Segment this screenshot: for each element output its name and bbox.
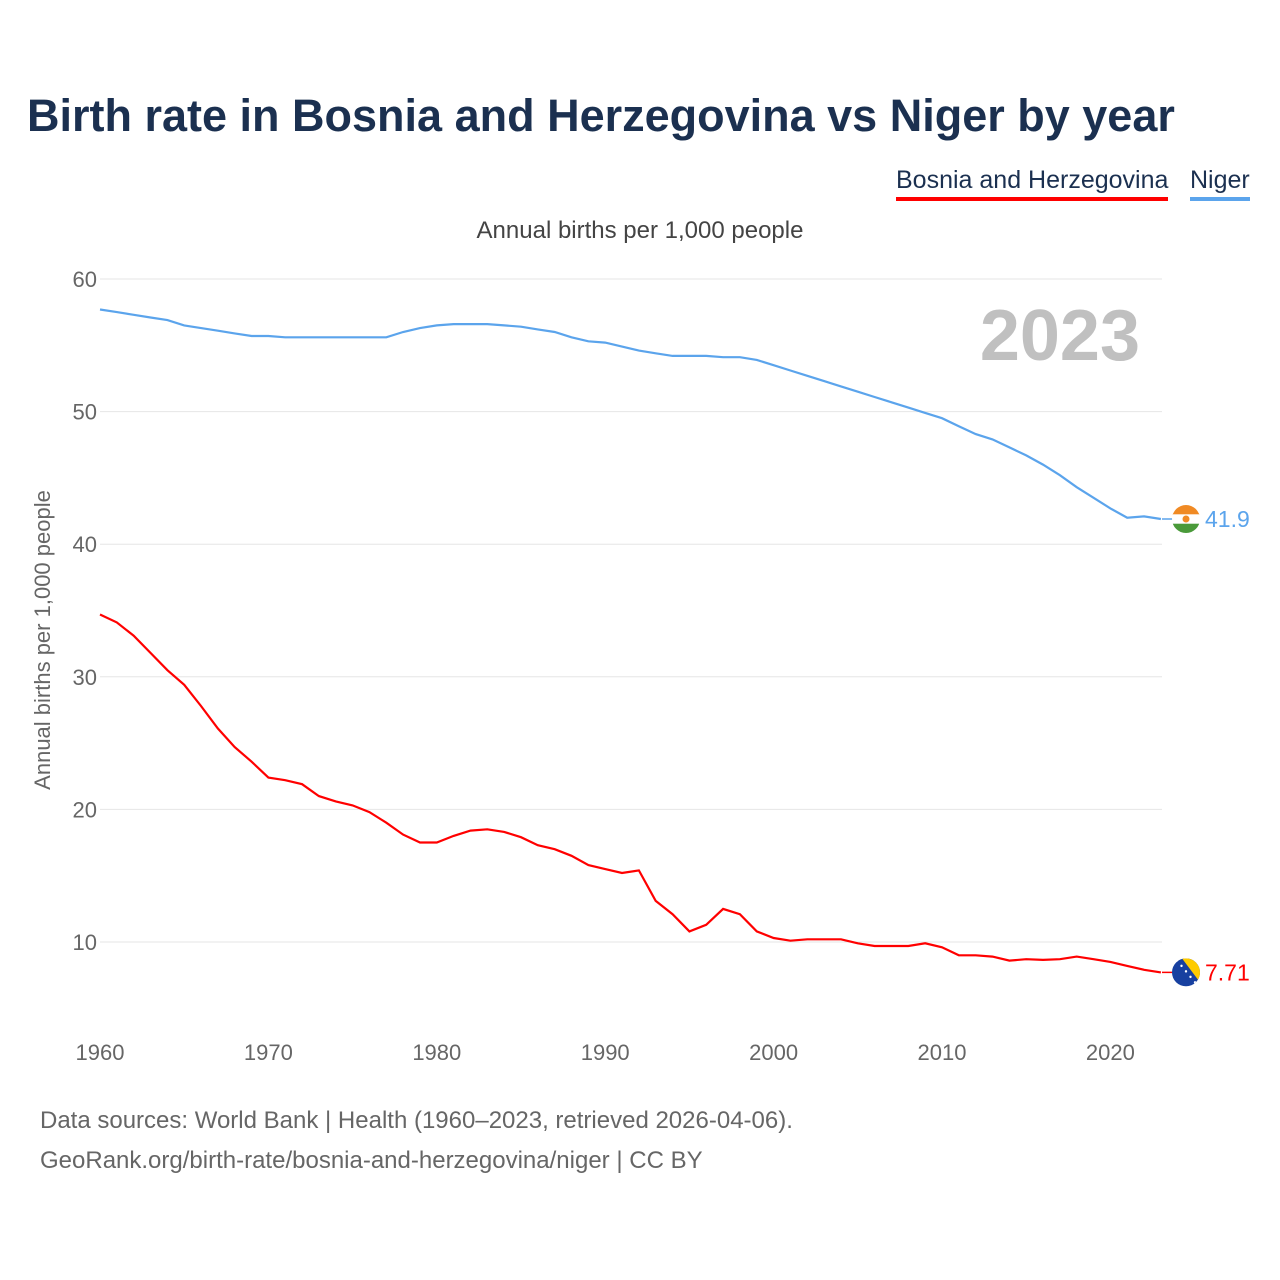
x-tick-label: 2010: [918, 1040, 967, 1065]
end-value-label: 7.71: [1205, 959, 1250, 985]
series-line-niger: [99, 308, 1162, 521]
y-tick-label: 20: [73, 797, 97, 822]
x-tick-label: 1960: [76, 1040, 125, 1065]
series-line-bosnia: [99, 613, 1162, 974]
footer-sources: Data sources: World Bank | Health (1960–…: [40, 1107, 793, 1134]
legend-bosnia[interactable]: Bosnia and Herzegovina: [896, 166, 1169, 201]
niger-flag-icon: [1172, 505, 1200, 534]
y-axis-label: Annual births per 1,000 people: [30, 490, 55, 790]
y-tick-label: 40: [73, 532, 97, 557]
end-value-label: 41.9: [1205, 506, 1250, 532]
x-tick-label: 1980: [412, 1040, 461, 1065]
legend-niger[interactable]: Niger: [1190, 166, 1250, 201]
year-overlay: 2023: [980, 296, 1140, 376]
x-tick-label: 2020: [1086, 1040, 1135, 1065]
chart-title: Birth rate in Bosnia and Herzegovina vs …: [27, 90, 1175, 141]
y-tick-label: 10: [73, 930, 97, 955]
footer-url: GeoRank.org/birth-rate/bosnia-and-herzeg…: [40, 1147, 703, 1174]
x-tick-label: 1990: [581, 1040, 630, 1065]
y-tick-label: 30: [73, 665, 97, 690]
y-tick-label: 60: [73, 267, 97, 292]
chart-subtitle: Annual births per 1,000 people: [476, 217, 804, 244]
y-tick-label: 50: [73, 400, 97, 425]
x-tick-label: 1970: [244, 1040, 293, 1065]
bosnia-flag-icon: [1172, 958, 1200, 987]
x-tick-label: 2000: [749, 1040, 798, 1065]
